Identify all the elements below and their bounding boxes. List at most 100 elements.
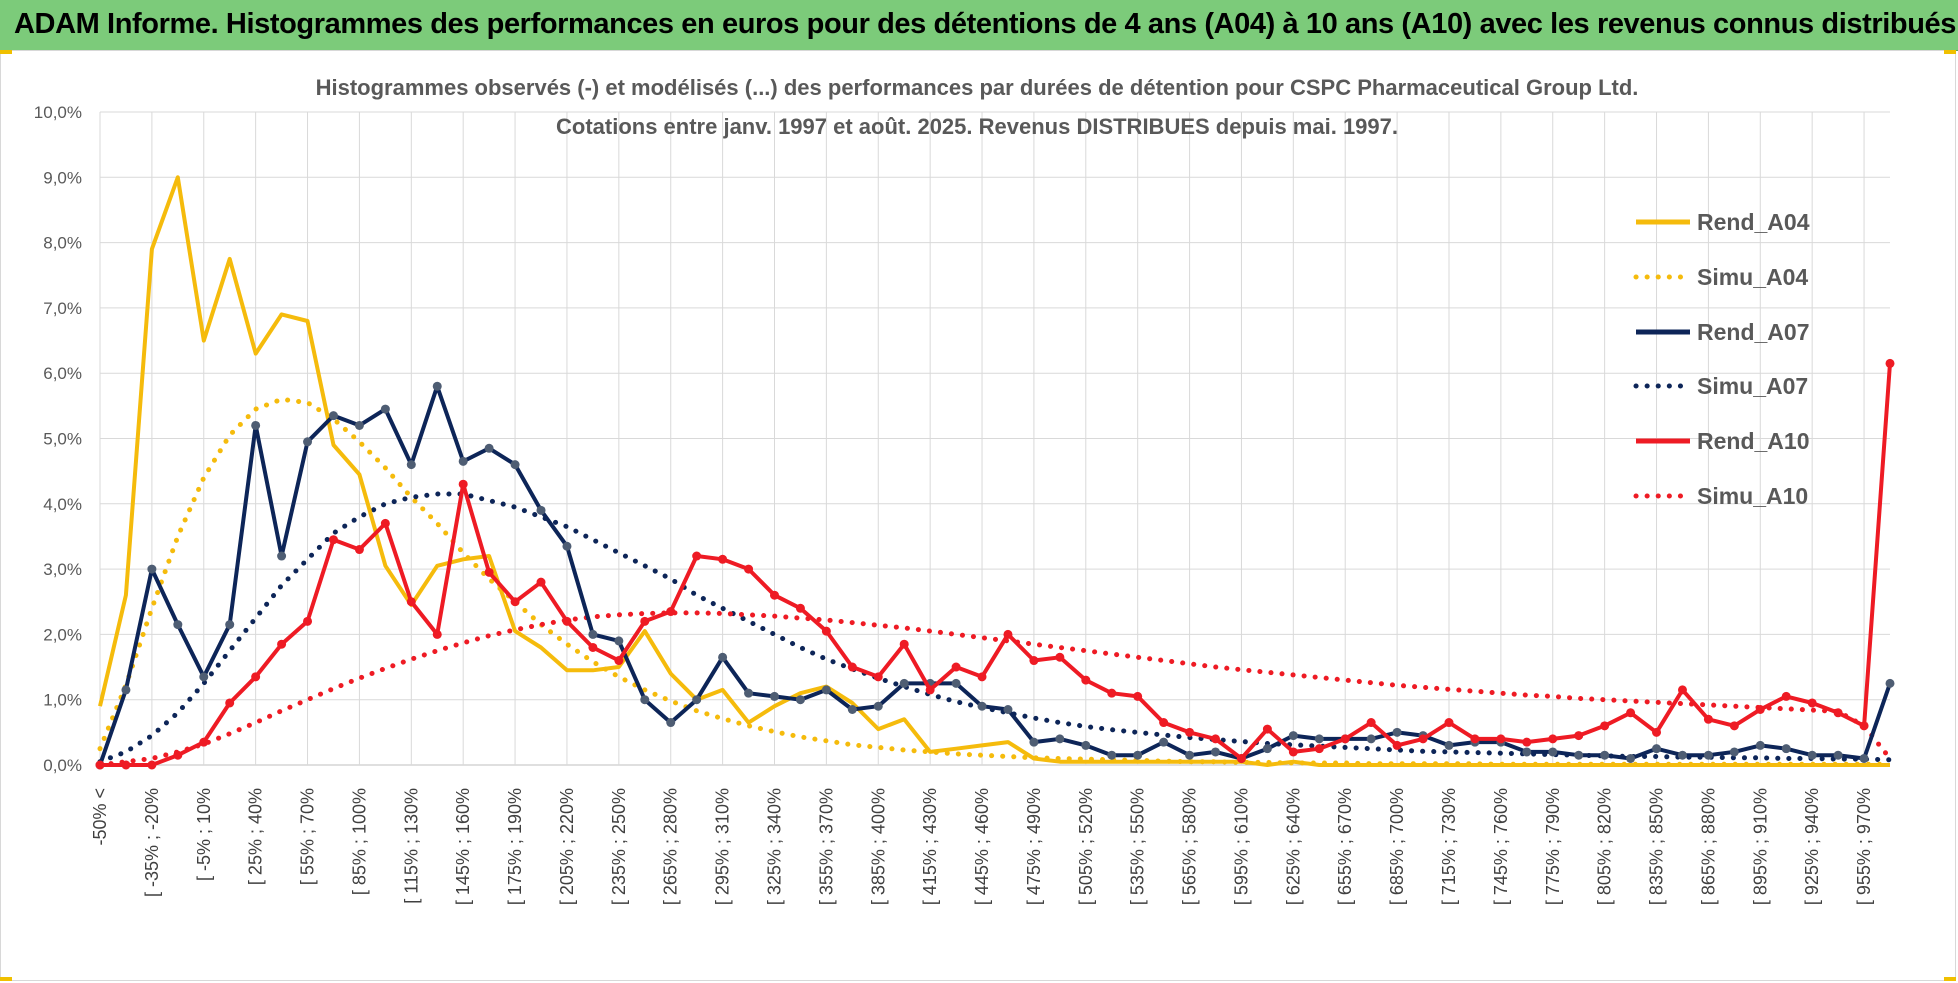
x-tick-label: [ 85% ; 100% [349,788,369,895]
x-tick-label: [ 175% ; 190% [505,788,525,905]
x-tick-label: [ 535% ; 550% [1128,788,1148,905]
point-rend-a07 [769,691,779,701]
point-rend-a10 [277,639,287,649]
point-rend-a07 [692,695,702,705]
x-tick-label: [ 925% ; 940% [1802,788,1822,905]
series-line-rend-a04 [98,175,1890,767]
point-rend-a10 [1626,708,1636,718]
point-rend-a10 [173,750,183,760]
point-rend-a10 [1496,734,1506,744]
point-rend-a10 [1133,691,1143,701]
point-rend-a07 [354,420,364,430]
point-rend-a10 [1574,731,1584,741]
x-axis-ticks: -50% < [ -35% ; -20% [ -5% ; 10% [ 25% ; 40… [90,788,1874,905]
point-rend-a07 [744,688,754,698]
point-rend-a07 [406,460,416,470]
point-rend-a07 [1262,744,1272,754]
point-rend-a10 [1729,721,1739,731]
x-tick-label: [ 655% ; 670% [1335,788,1355,905]
point-rend-a10 [1288,747,1298,757]
x-tick-label: [ 865% ; 880% [1698,788,1718,905]
x-tick-label: [ 205% ; 220% [557,788,577,905]
point-rend-a10 [1652,727,1662,737]
y-tick-label: 7,0% [43,299,82,318]
point-rend-a10 [1703,714,1713,724]
point-rend-a07 [1600,750,1610,760]
point-rend-a07 [277,551,287,561]
frame-corner-top-left [0,50,12,54]
point-rend-a07 [1833,750,1843,760]
x-tick-label: [ 955% ; 970% [1854,788,1874,905]
x-tick-label: [ 625% ; 640% [1283,788,1303,905]
point-rend-a07 [847,704,857,714]
point-rend-a07 [173,620,183,630]
point-rend-a10 [562,616,572,626]
point-rend-a07 [1159,737,1169,747]
x-tick-label: [ 115% ; 130% [401,788,421,904]
point-rend-a10 [1885,358,1895,368]
point-rend-a07 [225,620,235,630]
point-rend-a07 [1211,747,1221,757]
point-rend-a10 [251,672,261,682]
legend: Rend_A04 Simu_A04 Rend_A07 Simu_A07 Rend_A10… [1633,209,1810,509]
point-rend-a10 [121,760,131,770]
legend-label: Rend_A04 [1697,209,1810,235]
point-rend-a10 [1677,685,1687,695]
point-rend-a10 [1081,675,1091,685]
x-tick-label: [ 745% ; 760% [1491,788,1511,905]
y-tick-label: 10,0% [34,103,82,122]
chart-frame [0,50,1956,981]
header-bar: ADAM Informe. Histogrammes des performan… [0,0,1958,51]
x-tick-label: [ -35% ; -20% [142,788,162,897]
point-rend-a07 [977,701,987,711]
point-rend-a10 [1392,740,1402,750]
point-rend-a10 [328,535,338,545]
point-rend-a07 [795,695,805,705]
point-rend-a10 [1522,737,1532,747]
point-rend-a07 [1652,744,1662,754]
chart-title: Histogrammes observés (-) et modélisés (… [316,75,1639,100]
point-rend-a07 [1185,750,1195,760]
point-rend-a10 [899,639,909,649]
x-tick-label: -50% < [90,788,110,846]
series-line-simu-a10 [97,610,1893,768]
point-rend-a10 [510,597,520,607]
x-tick-label: [ 595% ; 610% [1231,788,1251,905]
point-rend-a10 [303,616,313,626]
x-tick-label: [ 775% ; 790% [1543,788,1563,905]
point-rend-a10 [1548,734,1558,744]
point-rend-a07 [432,381,442,391]
series-line-rend-a10 [100,363,1892,767]
point-rend-a07 [1366,734,1376,744]
x-tick-label: [ 235% ; 250% [609,788,629,905]
point-rend-a07 [1288,731,1298,741]
x-tick-label: [ -5% ; 10% [194,788,214,881]
point-rend-a07 [147,564,157,574]
point-rend-a07 [1755,740,1765,750]
point-rend-a10 [484,567,494,577]
point-rend-a10 [821,626,831,636]
frame-corner-bottom-left [0,977,12,981]
point-rend-a10 [1340,734,1350,744]
point-rend-a07 [614,636,624,646]
x-tick-label: [ 25% ; 40% [246,788,266,885]
point-rend-a07 [1703,750,1713,760]
legend-label: Simu_A07 [1697,373,1808,399]
point-rend-a07 [536,505,546,515]
y-tick-label: 3,0% [43,560,82,579]
point-rend-a10 [225,698,235,708]
point-rend-a10 [1418,734,1428,744]
point-rend-a10 [1107,688,1117,698]
legend-label: Rend_A07 [1697,319,1809,345]
point-rend-a10 [95,760,105,770]
point-rend-a10 [1444,718,1454,728]
chart-subtitle: Cotations entre janv. 1997 et août. 2025… [556,114,1398,139]
point-rend-a10 [1470,734,1480,744]
point-rend-a07 [562,541,572,551]
point-rend-a10 [1807,698,1817,708]
point-rend-a07 [1444,740,1454,750]
point-rend-a07 [666,718,676,728]
point-rend-a10 [1781,691,1791,701]
point-rend-a07 [1029,737,1039,747]
point-rend-a10 [744,564,754,574]
